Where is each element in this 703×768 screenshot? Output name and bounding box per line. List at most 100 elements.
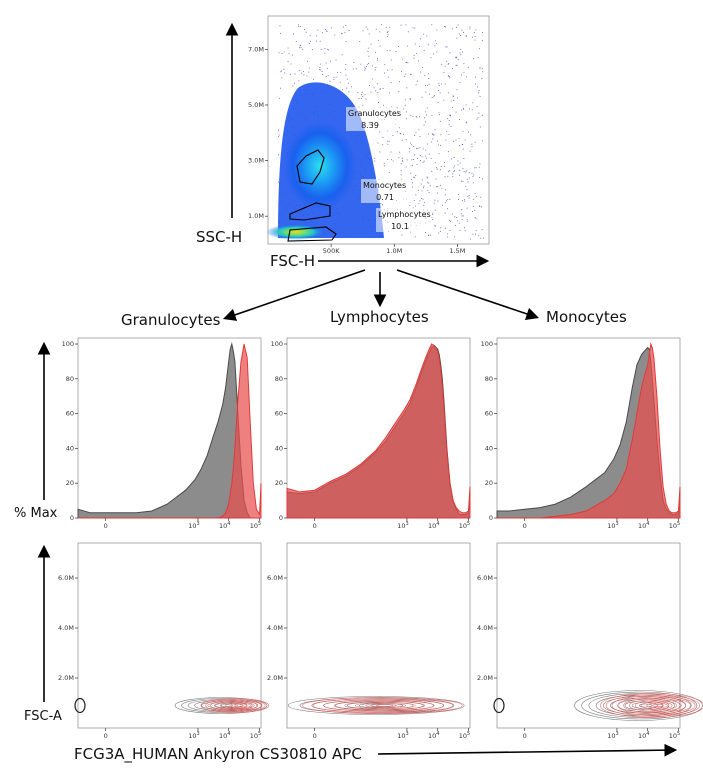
contour-x-tick: 0 [313, 732, 317, 740]
histogram-x-tick: 103 [188, 521, 199, 530]
density-x-tick: 1.0M [386, 247, 402, 255]
title-lymphocytes: Lymphocytes [330, 308, 429, 326]
contour-y-tick: 2.0M [477, 674, 493, 682]
control-contours [174, 697, 268, 714]
contour-y-tick: 2.0M [267, 674, 283, 682]
contour-y-tick: 6.0M [477, 574, 493, 582]
stained-contours [600, 693, 703, 718]
histogram-y-tick: 40 [275, 444, 283, 452]
fsc-a-axis-label: FSC-A [24, 709, 62, 724]
edge-contour [493, 697, 505, 714]
density-y-tick: 1.0M [248, 212, 264, 220]
contour-x-tick: 104 [638, 731, 649, 740]
density-x-tick: 1.5M [449, 247, 465, 255]
histogram-y-tick: 20 [485, 479, 493, 487]
pct-max-axis-label: % Max [14, 506, 58, 521]
density-x-tick: 500K [323, 247, 340, 255]
apc-axis-label: FCG3A_HUMAN Ankyron CS30810 APC [74, 745, 362, 763]
ssc-h-axis-label: SSC-H [196, 228, 243, 246]
gate-lymphocytes [287, 226, 337, 242]
histogram-x-tick: 104 [638, 521, 649, 530]
contour-x-tick: 105 [669, 731, 680, 740]
histogram-y-tick: 80 [66, 375, 74, 383]
gate-monocytes [289, 202, 331, 221]
contour-x-tick: 0 [104, 732, 108, 740]
histogram-x-tick: 0 [313, 522, 317, 530]
histogram-x-tick: 104 [428, 521, 439, 530]
granulocytes-contour-plot: 2.0M 4.0M 6.0M 0 103 104 105 [58, 542, 270, 740]
title-monocytes: Monocytes [546, 308, 627, 326]
histogram-x-tick: 105 [250, 521, 261, 530]
contour-x-tick: 103 [607, 731, 618, 740]
contour-x-tick: 105 [459, 731, 470, 740]
histogram-x-tick: 103 [607, 521, 618, 530]
histogram-y-tick: 20 [66, 479, 74, 487]
density-y-tick: 3.0M [248, 157, 264, 165]
histogram-x-tick: 0 [523, 522, 527, 530]
title-granulocytes: Granulocytes [121, 311, 221, 329]
density-base [266, 224, 326, 240]
contour-x-tick: 0 [523, 732, 527, 740]
contour-y-tick: 6.0M [58, 574, 74, 582]
histogram-y-tick: 0 [279, 514, 283, 522]
edge-contour [74, 697, 86, 714]
histogram-y-tick: 100 [271, 340, 283, 348]
histogram-x-tick: 105 [669, 521, 680, 530]
lymphocytes-histogram: 0 20 40 60 80 100 0 103 104 105 [271, 337, 471, 530]
contour-y-tick: 4.0M [267, 624, 283, 632]
histogram-y-tick: 60 [485, 410, 493, 418]
histogram-y-tick: 60 [275, 410, 283, 418]
contour-x-tick: 103 [188, 731, 199, 740]
stained-histogram [286, 343, 471, 519]
fsc-ssc-density-plot: 500K 1.0M 1.5M 1.0M 3.0M 5.0M 7.0M Granulocytes… [248, 15, 490, 255]
histogram-y-tick: 60 [66, 410, 74, 418]
contour-y-tick: 2.0M [58, 674, 74, 682]
histogram-x-tick: 103 [397, 521, 408, 530]
gate-name-label: Granulocytes [348, 109, 401, 118]
contour-x-tick: 104 [428, 731, 439, 740]
contour-x-tick: 103 [397, 731, 408, 740]
gate-percent-label: 10.1 [391, 222, 409, 231]
density-core [284, 122, 356, 210]
histogram-y-tick: 80 [275, 375, 283, 383]
gate-percent-label: 8.39 [361, 121, 379, 130]
contour-y-tick: 4.0M [58, 624, 74, 632]
fsc-h-axis-label: FSC-H [270, 252, 316, 270]
contour-frame [496, 542, 681, 729]
arrow-to-granulocytes [222, 269, 366, 321]
contour-frame [77, 542, 262, 729]
histogram-y-tick: 20 [275, 479, 283, 487]
apc-axis-arrow [377, 743, 678, 757]
monocytes-histogram: 0 20 40 60 80 100 0 103 104 105 [481, 337, 681, 530]
stained-contours [302, 697, 463, 714]
contour-frame [286, 542, 471, 729]
granulocytes-histogram: 0 20 40 60 80 100 0 103 104 105 [62, 337, 262, 530]
gate-granulocytes [296, 149, 325, 185]
contour-x-tick: 105 [250, 731, 261, 740]
contour-x-tick: 104 [219, 731, 230, 740]
histogram-x-tick: 105 [459, 521, 470, 530]
histogram-x-tick: 0 [104, 522, 108, 530]
arrow-to-monocytes [396, 269, 540, 320]
stained-contours [200, 698, 270, 713]
stained-histogram [497, 342, 681, 519]
stained-histogram [78, 343, 262, 519]
histogram-x-tick: 104 [219, 521, 230, 530]
density-y-tick: 5.0M [248, 101, 264, 109]
gate-name-label: Monocytes [363, 181, 406, 190]
histogram-y-tick: 0 [489, 514, 493, 522]
histogram-y-tick: 80 [485, 375, 493, 383]
histogram-y-tick: 100 [62, 340, 74, 348]
histogram-y-tick: 40 [485, 444, 493, 452]
histogram-y-tick: 40 [66, 444, 74, 452]
monocytes-contour-plot: 2.0M 4.0M 6.0M 0 103 104 105 [477, 542, 703, 740]
density-y-tick: 7.0M [248, 45, 264, 53]
gate-percent-label: 0.71 [376, 193, 394, 202]
histogram-y-tick: 100 [481, 340, 493, 348]
histogram-y-tick: 0 [70, 514, 74, 522]
gate-name-label: Lymphocytes [378, 210, 431, 219]
contour-y-tick: 4.0M [477, 624, 493, 632]
contour-y-tick: 6.0M [267, 574, 283, 582]
lymphocytes-contour-plot: 2.0M 4.0M 6.0M 0 103 104 105 [267, 542, 471, 740]
